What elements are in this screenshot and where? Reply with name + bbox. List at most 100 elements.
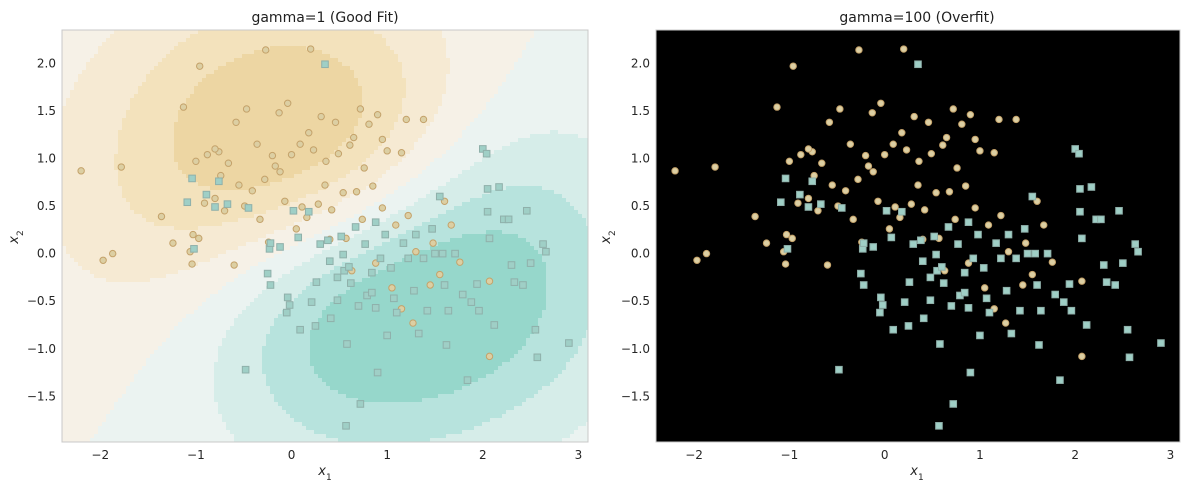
point-class-a: [924, 118, 933, 126]
point-class-a: [825, 118, 834, 126]
point-class-a: [248, 187, 257, 195]
point-class-b: [473, 280, 481, 288]
point-class-a: [383, 147, 391, 155]
y-tick-label: 1.0: [631, 151, 650, 165]
point-class-a: [797, 150, 805, 159]
point-class-a: [404, 211, 412, 220]
point-class-b: [808, 177, 817, 186]
point-class-b: [1067, 306, 1076, 315]
point-class-b: [390, 294, 398, 303]
decision-surface: [656, 30, 1180, 442]
y-tick-label: −0.5: [27, 294, 56, 308]
point-class-b: [982, 294, 991, 303]
x-tick-label: 3: [575, 448, 583, 462]
point-class-a: [169, 239, 177, 247]
point-class-b: [1004, 230, 1013, 239]
point-class-a: [773, 103, 781, 111]
point-class-b: [1059, 298, 1068, 306]
point-class-a: [781, 260, 790, 268]
point-class-a: [898, 129, 906, 137]
point-class-b: [381, 230, 390, 239]
point-class-b: [283, 293, 292, 302]
point-class-b: [926, 273, 935, 282]
point-class-b: [519, 281, 527, 289]
point-class-b: [1056, 376, 1064, 384]
point-class-b: [345, 263, 353, 271]
point-class-b: [321, 60, 329, 69]
point-class-b: [423, 306, 432, 315]
point-class-a: [196, 62, 204, 70]
point-class-a: [693, 256, 701, 264]
point-class-b: [966, 368, 975, 377]
point-class-b: [312, 278, 321, 286]
point-class-b: [371, 218, 380, 227]
point-class-b: [282, 308, 291, 317]
point-class-b: [475, 306, 483, 315]
point-class-a: [1021, 239, 1030, 247]
point-class-a: [352, 188, 361, 196]
point-class-a: [804, 145, 813, 153]
point-class-b: [887, 233, 896, 242]
point-class-b: [859, 281, 868, 289]
point-class-b: [876, 308, 884, 317]
point-class-b: [510, 278, 519, 286]
point-class-b: [368, 268, 376, 277]
point-class-a: [751, 212, 759, 221]
point-class-a: [179, 103, 188, 111]
point-class-b: [340, 266, 348, 275]
point-class-a: [189, 230, 197, 239]
point-class-b: [1035, 341, 1043, 349]
point-class-b: [241, 365, 250, 374]
point-class-b: [898, 207, 906, 216]
point-class-a: [1040, 221, 1048, 229]
point-class-a: [804, 194, 813, 203]
point-class-a: [1004, 247, 1013, 256]
point-class-b: [483, 185, 492, 193]
point-class-b: [1012, 254, 1020, 263]
x-tick-label: −2: [91, 448, 109, 462]
point-class-b: [399, 239, 408, 247]
point-class-b: [914, 60, 922, 69]
point-class-a: [828, 181, 836, 189]
point-class-a: [358, 215, 366, 224]
point-class-b: [1016, 306, 1024, 315]
point-class-a: [485, 352, 494, 361]
point-class-b: [190, 245, 198, 253]
point-class-a: [200, 199, 209, 207]
point-class-a: [927, 149, 936, 158]
point-class-a: [402, 115, 410, 124]
x-tick-label: −2: [685, 448, 703, 462]
point-class-a: [378, 135, 387, 144]
y-tick-label: 1.5: [631, 104, 650, 118]
x-axis-label: x1: [909, 464, 923, 483]
point-class-b: [482, 149, 491, 158]
point-class-a: [854, 175, 862, 184]
point-class-b: [1065, 280, 1074, 288]
point-class-b: [1078, 234, 1086, 243]
point-class-b: [869, 243, 878, 251]
point-class-b: [333, 296, 342, 305]
point-class-b: [342, 422, 350, 430]
point-class-b: [1020, 225, 1029, 233]
point-class-b: [900, 298, 909, 306]
point-class-a: [915, 157, 923, 166]
point-class-a: [880, 150, 889, 159]
point-class-b: [974, 230, 982, 239]
point-class-b: [495, 183, 503, 191]
point-class-b: [435, 192, 444, 201]
x-tick-label: 1: [976, 448, 984, 462]
point-class-a: [369, 182, 377, 190]
point-class-b: [266, 281, 275, 289]
point-class-b: [835, 365, 843, 374]
point-class-a: [976, 147, 984, 155]
point-class-b: [188, 174, 196, 183]
point-class-b: [202, 190, 211, 199]
point-class-b: [904, 322, 913, 330]
point-class-a: [997, 211, 1005, 220]
point-class-b: [428, 225, 436, 233]
point-class-b: [1075, 149, 1083, 158]
point-class-a: [885, 225, 894, 233]
point-class-b: [1087, 183, 1096, 191]
point-class-a: [235, 181, 243, 189]
